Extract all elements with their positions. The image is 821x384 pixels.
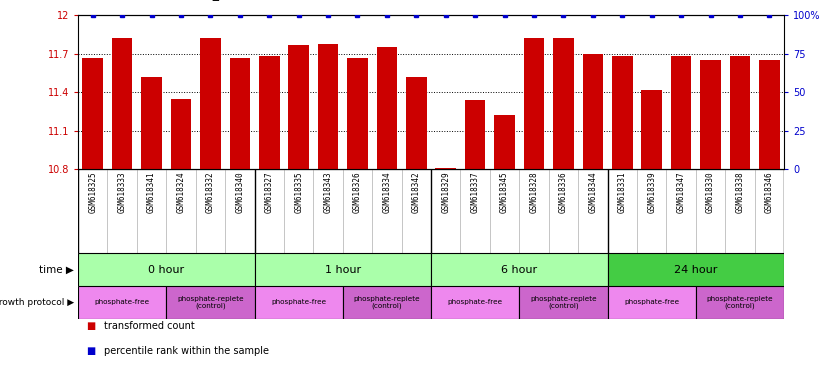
Text: growth protocol ▶: growth protocol ▶ [0, 298, 74, 307]
Text: phosphate-replete
(control): phosphate-replete (control) [354, 296, 420, 309]
Text: ■: ■ [86, 346, 95, 356]
Bar [112, 38, 132, 169]
Bar [78, 286, 166, 319]
Text: GSM618329: GSM618329 [441, 172, 450, 213]
Text: phosphate-replete
(control): phosphate-replete (control) [530, 296, 597, 309]
Text: GSM618341: GSM618341 [147, 172, 156, 213]
Text: GSM618328: GSM618328 [530, 172, 539, 213]
Text: GSM618336: GSM618336 [559, 172, 568, 213]
Text: GSM618324: GSM618324 [177, 172, 186, 213]
Bar [343, 286, 431, 319]
Bar [695, 286, 784, 319]
Bar [608, 286, 696, 319]
Text: 1 hour: 1 hour [324, 265, 361, 275]
Text: time ▶: time ▶ [39, 265, 74, 275]
Bar [583, 54, 603, 169]
Text: ■: ■ [86, 321, 95, 331]
Bar [318, 43, 338, 169]
Bar [171, 99, 191, 169]
Bar [431, 253, 608, 286]
Bar [524, 38, 544, 169]
Bar [608, 253, 784, 286]
Bar [82, 58, 103, 169]
Text: 0 hour: 0 hour [148, 265, 185, 275]
Text: GSM618327: GSM618327 [264, 172, 273, 213]
Bar [78, 253, 255, 286]
Bar [465, 100, 485, 169]
Text: GSM618331: GSM618331 [617, 172, 626, 213]
Bar [759, 60, 780, 169]
Bar [255, 286, 343, 319]
Text: GSM618347: GSM618347 [677, 172, 686, 213]
Bar [255, 253, 431, 286]
Text: GSM618334: GSM618334 [383, 172, 392, 213]
Text: GSM618326: GSM618326 [353, 172, 362, 213]
Text: GSM618340: GSM618340 [236, 172, 245, 213]
Text: phosphate-free: phosphate-free [271, 300, 326, 305]
Bar [431, 286, 519, 319]
Bar [166, 286, 255, 319]
Text: GSM618332: GSM618332 [206, 172, 215, 213]
Text: phosphate-free: phosphate-free [447, 300, 502, 305]
Text: GSM618344: GSM618344 [589, 172, 598, 213]
Bar [494, 115, 515, 169]
Text: GSM618346: GSM618346 [765, 172, 774, 213]
Text: phosphate-free: phosphate-free [94, 300, 149, 305]
Bar [406, 77, 427, 169]
Text: phosphate-free: phosphate-free [624, 300, 679, 305]
Text: transformed count: transformed count [104, 321, 195, 331]
Bar [553, 38, 574, 169]
Text: 6 hour: 6 hour [501, 265, 538, 275]
Bar [700, 60, 721, 169]
Bar [435, 168, 456, 169]
Text: GSM618342: GSM618342 [412, 172, 421, 213]
Bar [230, 58, 250, 169]
Bar [641, 89, 662, 169]
Text: percentile rank within the sample: percentile rank within the sample [104, 346, 269, 356]
Bar [671, 56, 691, 169]
Text: GSM618325: GSM618325 [88, 172, 97, 213]
Text: GSM618337: GSM618337 [470, 172, 479, 213]
Text: GSM618335: GSM618335 [294, 172, 303, 213]
Bar [200, 38, 221, 169]
Text: phosphate-replete
(control): phosphate-replete (control) [177, 296, 244, 309]
Bar [288, 45, 309, 169]
Bar [519, 286, 608, 319]
Text: GSM618338: GSM618338 [736, 172, 745, 213]
Text: GSM618333: GSM618333 [117, 172, 126, 213]
Text: GSM618330: GSM618330 [706, 172, 715, 213]
Bar [730, 56, 750, 169]
Text: GSM618343: GSM618343 [323, 172, 333, 213]
Text: GSM618345: GSM618345 [500, 172, 509, 213]
Bar [612, 56, 632, 169]
Text: 24 hour: 24 hour [674, 265, 718, 275]
Text: phosphate-replete
(control): phosphate-replete (control) [707, 296, 773, 309]
Text: GSM618339: GSM618339 [647, 172, 656, 213]
Bar [259, 56, 279, 169]
Bar [377, 47, 397, 169]
Bar [347, 58, 368, 169]
Bar [141, 77, 162, 169]
